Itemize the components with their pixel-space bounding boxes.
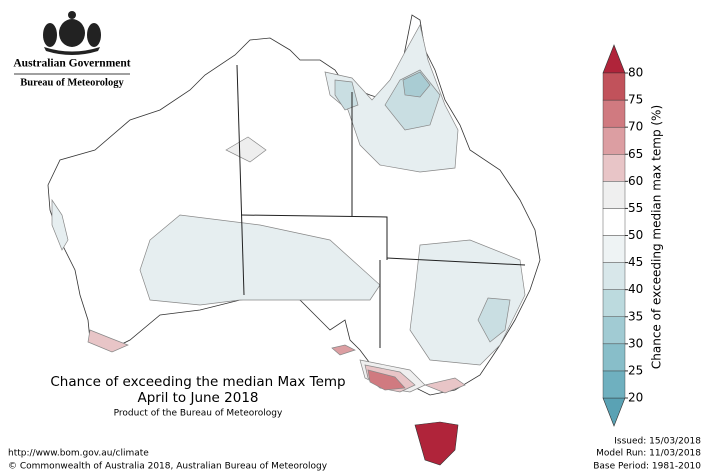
colorbar-tick-label: 80 xyxy=(628,66,643,80)
colorbar-bin xyxy=(602,126,626,155)
colorbar-bin xyxy=(602,99,626,128)
colorbar-bin xyxy=(602,235,626,263)
colorbar-tick-label: 25 xyxy=(628,363,643,377)
colorbar-tick-label: 60 xyxy=(628,174,643,188)
legend-label: Chance of exceeding median max temp (%) xyxy=(650,105,664,369)
agency: Bureau of Meteorology xyxy=(20,77,124,88)
australia-map xyxy=(47,14,541,466)
colorbar-tick-label: 45 xyxy=(628,255,643,269)
colorbar-tick-label: 30 xyxy=(628,336,643,350)
model-run: Model Run: 11/03/2018 xyxy=(596,449,701,459)
government: Australian Government xyxy=(13,58,130,70)
colorbar-bin xyxy=(602,316,626,345)
colorbar-tick-label: 20 xyxy=(628,391,643,405)
colorbar-tick-label: 75 xyxy=(628,93,643,107)
colorbar-tick-label: 35 xyxy=(628,309,643,323)
colorbar-bin xyxy=(602,208,626,236)
colorbar-tick-label: 55 xyxy=(628,201,643,215)
colorbar-bin xyxy=(602,289,626,317)
colorbar-bin xyxy=(602,181,626,209)
base-period: Base Period: 1981-2010 xyxy=(593,462,701,472)
map-period: April to June 2018 xyxy=(137,390,258,406)
colorbar-bin xyxy=(602,343,626,372)
colorbar-bin xyxy=(602,262,626,290)
colorbar-over xyxy=(602,44,626,74)
colorbar-tick-label: 65 xyxy=(628,147,643,161)
product-note: Product of the Bureau of Meteorology xyxy=(114,409,283,419)
colorbar-tick-label: 50 xyxy=(628,228,643,242)
colorbar-bin xyxy=(602,154,626,182)
colorbar-tick-label: 40 xyxy=(628,282,643,296)
colorbar: 20 25 30 35 40 45 50 55 60 65 70 75 80 xyxy=(602,44,643,427)
colorbar-bin xyxy=(602,72,626,101)
issued: Issued: 15/03/2018 xyxy=(614,437,701,447)
map-title: Chance of exceeding the median Max Temp xyxy=(50,374,345,390)
colorbar-bin xyxy=(602,370,626,399)
colorbar-tick-label: 70 xyxy=(628,120,643,134)
url: http://www.bom.gov.au/climate xyxy=(8,449,149,459)
copyright: © Commonwealth of Australia 2018, Austra… xyxy=(8,462,328,472)
colorbar-under xyxy=(602,397,626,427)
crest xyxy=(43,11,101,55)
